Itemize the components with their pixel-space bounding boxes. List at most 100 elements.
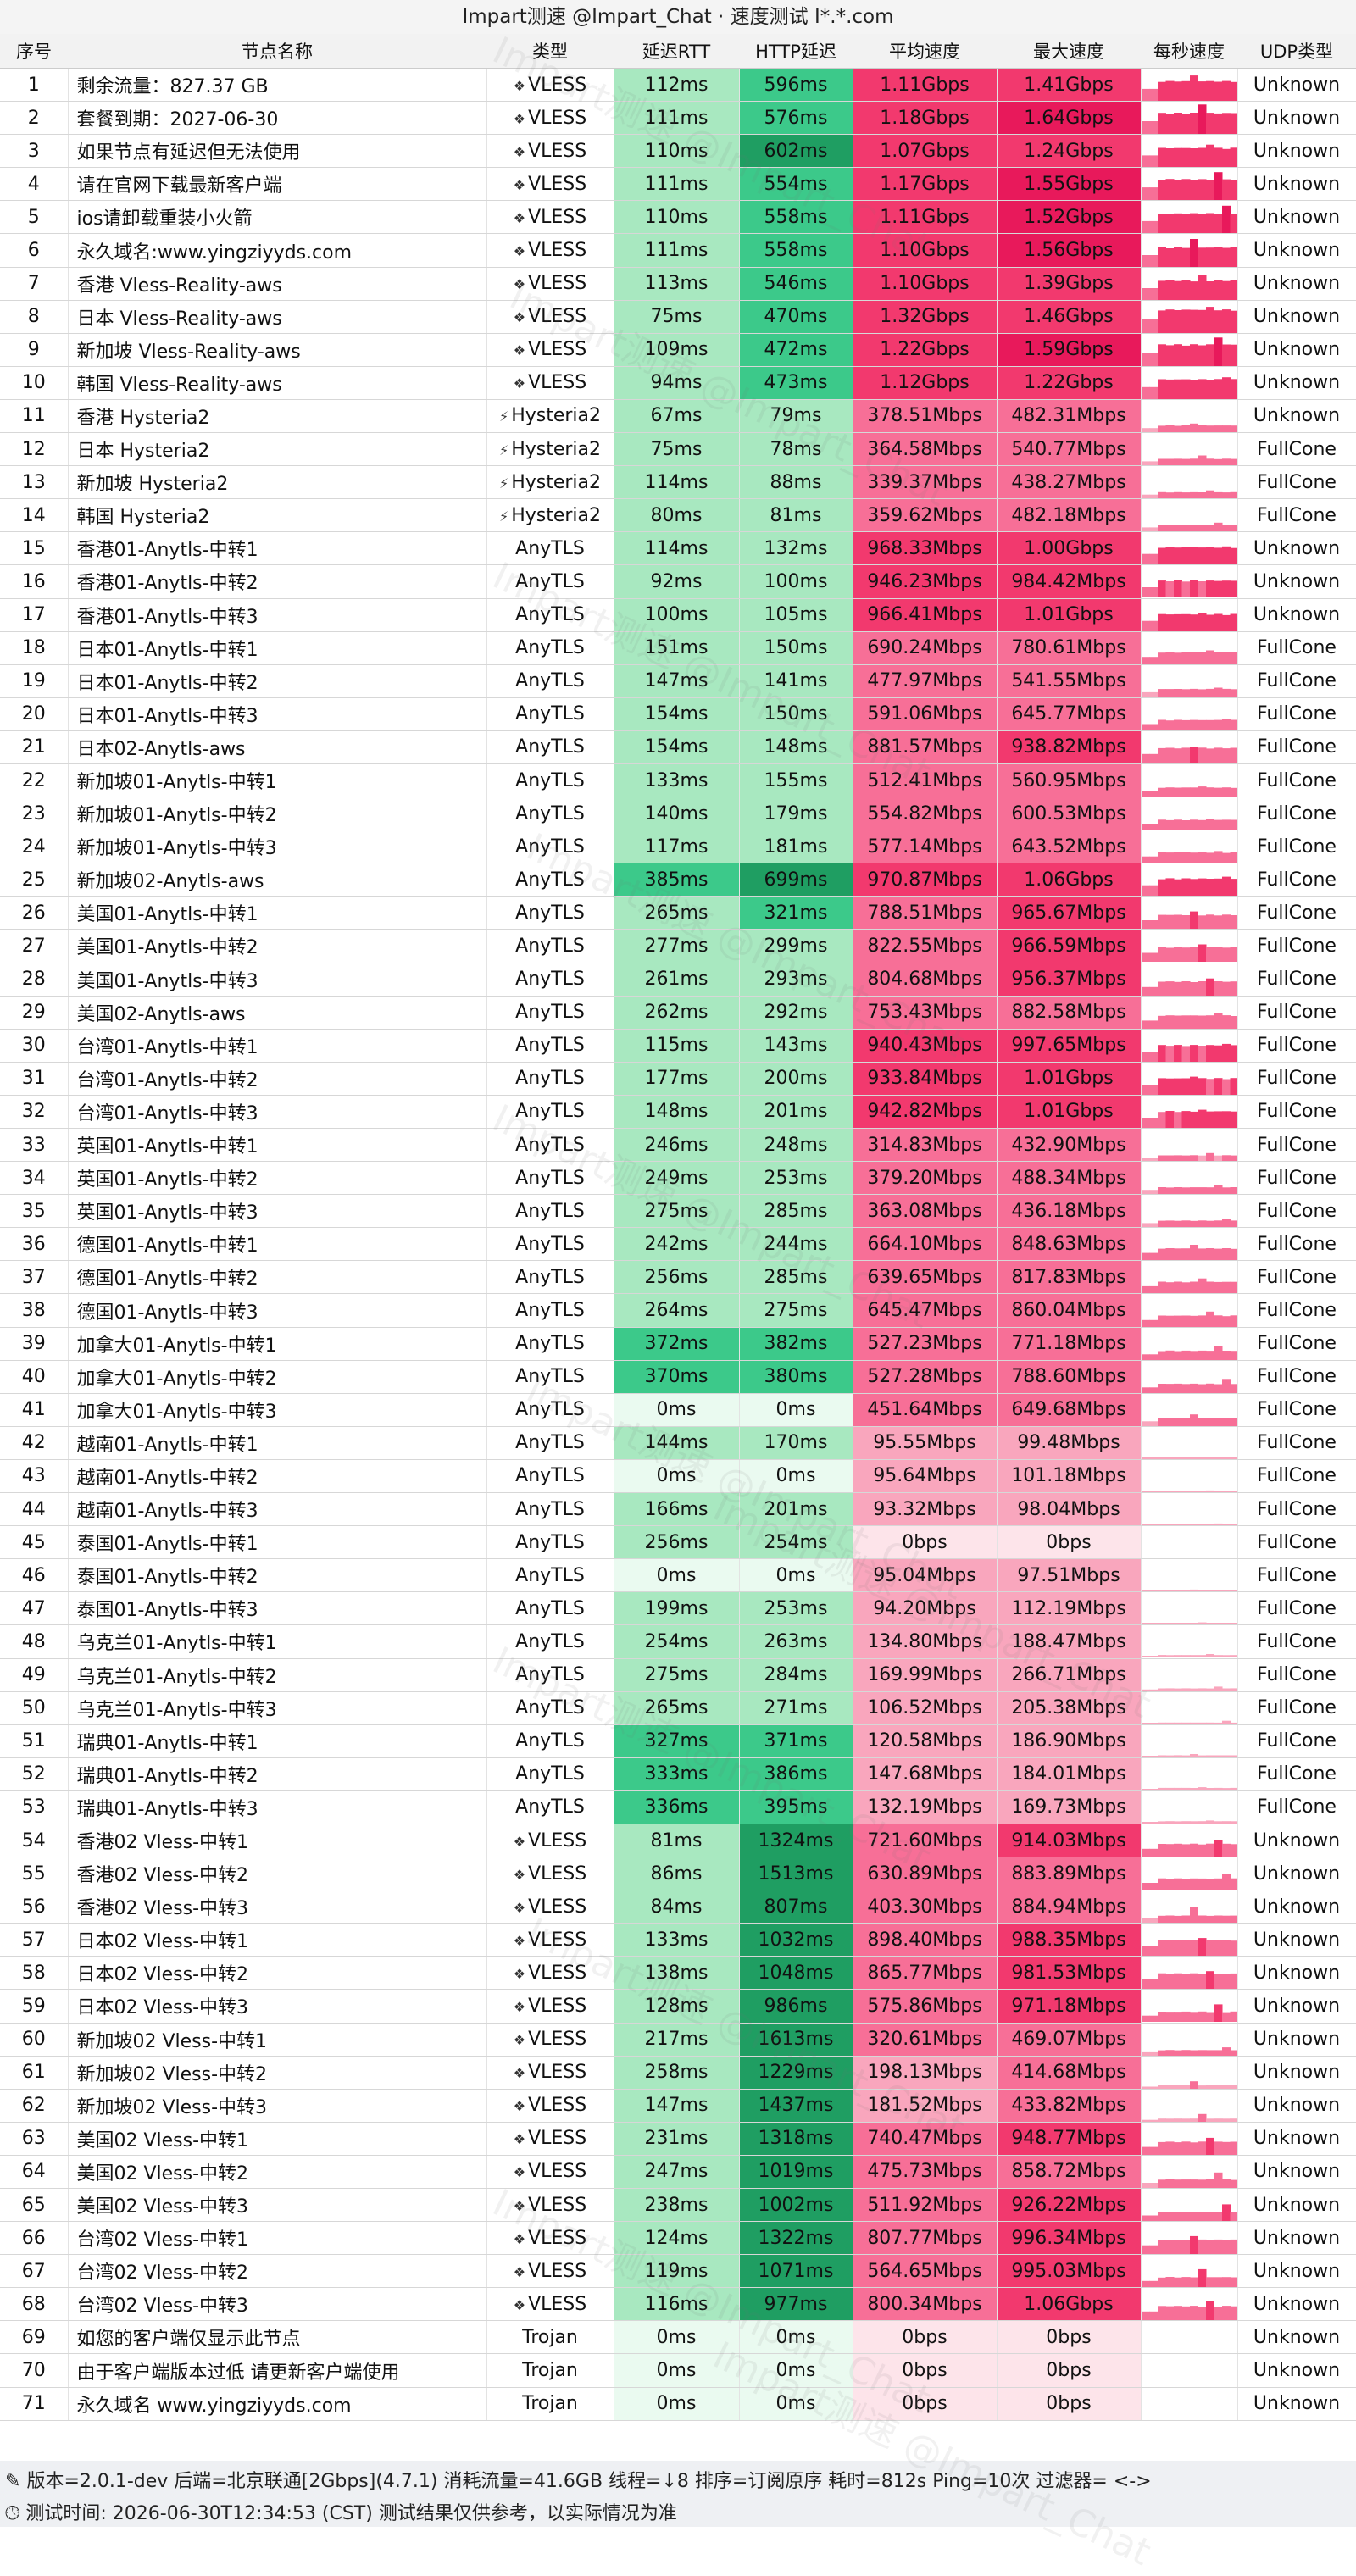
udp-cell: Unknown xyxy=(1237,1824,1356,1858)
udp-cell: FullCone xyxy=(1237,830,1356,864)
sparkline-bar xyxy=(1205,2085,1214,2089)
sparkline-bar xyxy=(1149,287,1158,300)
max-speed-cell: 1.01Gbps xyxy=(997,1062,1142,1096)
sparkline-bar xyxy=(1205,1940,1214,1956)
sparkline-bar xyxy=(1181,2212,1190,2221)
sparkline-bar xyxy=(1214,1755,1222,1757)
udp-cell: Unknown xyxy=(1237,1857,1356,1891)
sparkline-bar xyxy=(1165,1879,1174,1890)
avg-speed-cell: 0bps xyxy=(853,2353,998,2388)
table-row: 19 日本01-Anytls-中转2 AnyTLS 147ms 141ms 477.97M… xyxy=(0,664,1356,698)
http-cell: 1318ms xyxy=(739,2122,853,2156)
index-cell: 66 xyxy=(0,2221,69,2256)
speed-curve-cell xyxy=(1141,2188,1238,2223)
sparkline-bar xyxy=(1230,2240,1237,2254)
avg-speed-cell: 946.23Mbps xyxy=(853,564,998,599)
sparkline-bar xyxy=(1173,1755,1182,1757)
table-row: 70 由于客户端版本过低 请更新客户端使用 Trojan 0ms 0ms 0bps 0bps… xyxy=(0,2353,1356,2388)
rtt-cell: 265ms xyxy=(614,1691,740,1725)
sparkline-bar xyxy=(1205,213,1214,233)
sparkline-bar xyxy=(1173,2141,1182,2155)
avg-speed-cell: 645.47Mbps xyxy=(853,1293,998,1328)
sparkline-bar xyxy=(1198,1786,1206,1790)
node-name-cell: 新加坡 Hysteria2 xyxy=(68,465,487,500)
type-label: VLESS xyxy=(528,2260,587,2282)
index-cell: 29 xyxy=(0,996,69,1030)
sparkline-bar xyxy=(1149,1918,1158,1923)
sparkline-bar xyxy=(1141,2146,1150,2155)
sparkline-bar xyxy=(1205,1457,1214,1459)
sparkline-bar xyxy=(1181,2179,1190,2188)
sparkline-bar xyxy=(1230,1155,1237,1161)
sparkline-bar xyxy=(1181,1755,1190,1757)
table-row: 56 香港02 Vless-中转3 ❖ VLESS 84ms 807ms 403.30Mbp… xyxy=(0,1890,1356,1924)
node-name-cell: 永久域名 www.yingziyyds.com xyxy=(68,2387,487,2421)
sparkline-bar xyxy=(1214,214,1222,233)
sparkline-bar xyxy=(1230,280,1237,300)
sparkline-bar xyxy=(1214,1685,1222,1691)
max-speed-cell: 0bps xyxy=(997,2353,1142,2388)
node-name-cell: 德国01-Anytls-中转1 xyxy=(68,1227,487,1262)
sparkline-bar xyxy=(1230,947,1237,963)
udp-cell: Unknown xyxy=(1237,399,1356,434)
sparkline-bar xyxy=(1141,1319,1150,1327)
vless-icon: ❖ xyxy=(513,2065,526,2082)
sparkline-bar xyxy=(1141,1918,1150,1923)
type-label: AnyTLS xyxy=(515,1167,585,1189)
type-label: Trojan xyxy=(522,2393,578,2415)
sparkline-bar xyxy=(1149,1223,1158,1227)
table-row: 15 香港01-Anytls-中转1 AnyTLS 114ms 132ms 968.33M… xyxy=(0,531,1356,566)
sparkline-bar xyxy=(1141,952,1150,963)
sparkline-bar xyxy=(1157,1383,1166,1393)
node-name-cell: 泰国01-Anytls-中转2 xyxy=(68,1558,487,1593)
rtt-cell: 110ms xyxy=(614,200,740,235)
sparkline-bar xyxy=(1230,379,1237,399)
sparkline-bar xyxy=(1198,2307,1206,2320)
sparkline-bar xyxy=(1230,580,1237,597)
sparkline-bar xyxy=(1198,345,1206,366)
sparkline-bar xyxy=(1198,980,1206,996)
avg-speed-cell: 169.99Mbps xyxy=(853,1658,998,1692)
udp-cell: Unknown xyxy=(1237,1923,1356,1957)
sparkline-bar xyxy=(1181,214,1190,233)
udp-cell: Unknown xyxy=(1237,2353,1356,2388)
sparkline-bar xyxy=(1149,2215,1158,2221)
sparkline-bar xyxy=(1165,1821,1174,1824)
table-row: 1 剩余流量：827.37 GB ❖ VLESS 112ms 596ms 1.11Gbps 1… xyxy=(0,68,1356,103)
sparkline-bar xyxy=(1205,1187,1214,1194)
sparkline-bar xyxy=(1149,386,1158,399)
node-name-cell: 加拿大01-Anytls-中转2 xyxy=(68,1360,487,1394)
sparkline-bar xyxy=(1173,1383,1182,1393)
sparkline-bar xyxy=(1165,1045,1174,1062)
sparkline-bar xyxy=(1173,214,1182,233)
type-label: AnyTLS xyxy=(515,1200,585,1222)
rtt-cell: 275ms xyxy=(614,1658,740,1692)
sparkline-bar xyxy=(1157,1155,1166,1161)
sparkline-bar xyxy=(1157,1940,1166,1956)
speed-curve-cell xyxy=(1141,267,1238,301)
sparkline-bar xyxy=(1165,1220,1174,1227)
type-label: VLESS xyxy=(528,2161,587,2183)
sparkline-bar xyxy=(1198,1879,1206,1890)
type-cell: AnyTLS xyxy=(486,1128,614,1163)
sparkline-bar xyxy=(1181,80,1190,101)
sparkline-bar xyxy=(1205,1971,1214,1989)
type-label: AnyTLS xyxy=(515,1730,585,1752)
sparkline-bar xyxy=(1165,613,1174,631)
type-cell: ⚡︎ Hysteria2 xyxy=(486,498,614,533)
sparkline-bar xyxy=(1198,81,1206,101)
avg-speed-cell: 527.28Mbps xyxy=(853,1360,998,1394)
speed-curve-cell xyxy=(1141,1161,1238,1196)
rtt-cell: 256ms xyxy=(614,1525,740,1560)
speed-curve-cell xyxy=(1141,2089,1238,2123)
sparkline-bar xyxy=(1189,1383,1198,1393)
index-cell: 56 xyxy=(0,1890,69,1924)
max-speed-cell: 414.68Mbps xyxy=(997,2056,1142,2090)
table-row: 67 台湾02 Vless-中转2 ❖ VLESS 119ms 1071ms 564.65M… xyxy=(0,2254,1356,2289)
per-second-speed-sparkline xyxy=(1141,719,1237,730)
table-row: 8 日本 Vless-Reality-aws ❖ VLESS 75ms 470ms 1.32… xyxy=(0,300,1356,334)
per-second-speed-sparkline xyxy=(1141,786,1237,797)
sparkline-bar xyxy=(1205,180,1214,200)
max-speed-cell: 432.90Mbps xyxy=(997,1128,1142,1163)
per-second-speed-sparkline xyxy=(1141,978,1237,996)
